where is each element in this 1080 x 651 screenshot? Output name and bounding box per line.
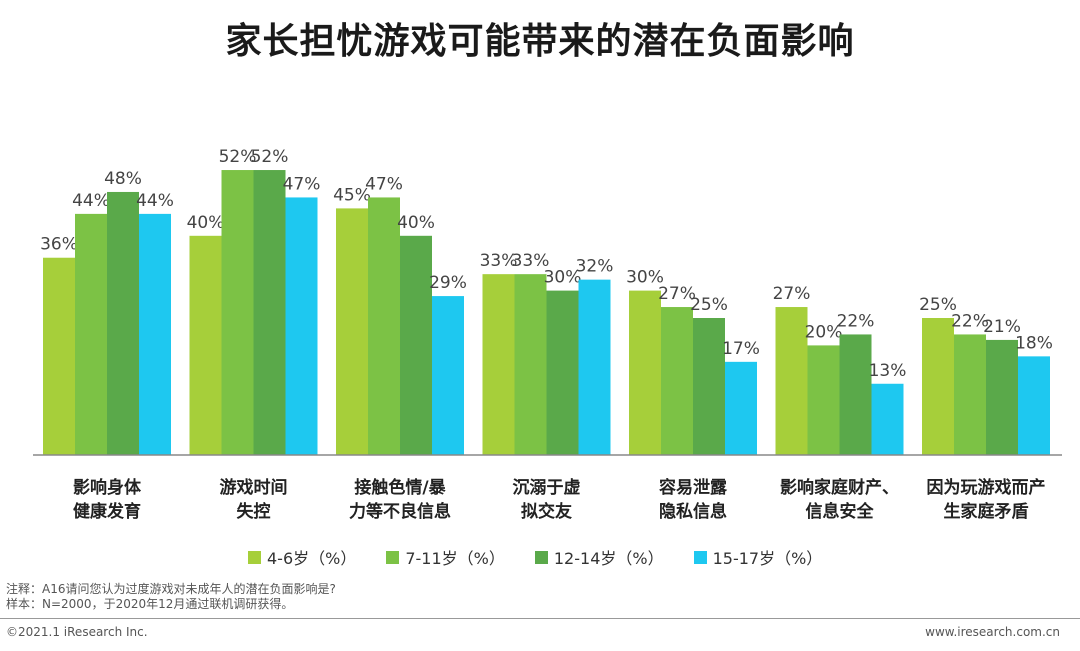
legend-swatch [534, 550, 548, 564]
bar [285, 197, 318, 455]
data-label: 33% [480, 251, 518, 271]
bar [578, 279, 611, 455]
data-label: 52% [219, 147, 257, 167]
bar [871, 383, 904, 455]
data-label: 44% [136, 191, 174, 211]
data-label: 47% [365, 174, 403, 194]
data-label: 27% [773, 284, 811, 304]
data-label: 33% [512, 251, 550, 271]
bar [1018, 356, 1050, 455]
data-label: 52% [251, 147, 289, 167]
data-label: 47% [283, 174, 321, 194]
data-label: 30% [544, 268, 582, 288]
bar [139, 213, 171, 455]
bar [725, 361, 757, 455]
bar [75, 213, 107, 455]
category-label: 接触色情/暴 [354, 477, 446, 498]
legend-item-7-11: 7-11岁（%） [386, 545, 505, 569]
bar [43, 257, 75, 455]
copyright: ©2021.1 iResearch Inc. [6, 625, 148, 639]
category-label: 影响身体 [73, 477, 142, 498]
category-label: 沉溺于虚 [513, 477, 581, 498]
data-label: 25% [690, 295, 728, 315]
data-label: 45% [333, 185, 371, 205]
bar [400, 235, 432, 455]
category-label: 拟交友 [521, 501, 572, 522]
website: www.iresearch.com.cn [925, 625, 1060, 639]
data-label: 22% [837, 311, 875, 331]
data-label: 30% [626, 268, 664, 288]
bar [336, 208, 368, 455]
category-label: 游戏时间 [220, 477, 288, 498]
category-label: 健康发育 [73, 501, 141, 522]
category-label: 信息安全 [806, 501, 875, 522]
bar [954, 334, 986, 455]
category-label: 隐私信息 [659, 501, 727, 522]
data-label: 36% [40, 235, 78, 255]
data-label: 20% [805, 322, 843, 342]
bar [693, 318, 725, 455]
bar [482, 274, 515, 455]
data-label: 17% [722, 339, 760, 359]
category-label: 因为玩游戏而产 [927, 477, 1046, 498]
footer-divider [0, 618, 1080, 619]
legend-item-12-14: 12-14岁（%） [534, 545, 664, 569]
legend-label: 7-11岁（%） [405, 549, 505, 568]
bar [922, 318, 954, 455]
bar [629, 290, 661, 455]
legend-label: 4-6岁（%） [267, 549, 357, 568]
data-label: 18% [1015, 333, 1053, 353]
bar [775, 307, 808, 455]
note-question: 注释：A16请问您认为过度游戏对未成年人的潜在负面影响是? [6, 582, 336, 596]
data-label: 40% [397, 213, 435, 233]
legend: 4-6岁（%） 7-11岁（%） 12-14岁（%） 15-17岁（%） [248, 545, 852, 569]
legend-swatch [386, 550, 400, 564]
bar [839, 334, 872, 455]
data-label: 44% [72, 191, 110, 211]
legend-label: 12-14岁（%） [553, 549, 664, 568]
bar [546, 290, 579, 455]
data-label: 27% [658, 284, 696, 304]
data-label: 22% [951, 311, 989, 331]
legend-item-4-6: 4-6岁（%） [248, 545, 356, 569]
chart-title: 家长担忧游戏可能带来的潜在负面影响 [225, 21, 855, 62]
category-label: 容易泄露 [659, 477, 728, 498]
category-label: 力等不良信息 [349, 501, 451, 522]
bar [368, 197, 400, 455]
category-label: 影响家庭财产、 [780, 477, 899, 498]
bar [221, 170, 254, 456]
legend-swatch [248, 550, 261, 564]
note-sample: 样本：N=2000，于2020年12月通过联机调研获得。 [6, 597, 294, 611]
data-label: 40% [187, 213, 225, 233]
bar [253, 170, 286, 456]
bar [189, 235, 222, 455]
bar [514, 274, 547, 455]
bar [807, 345, 840, 455]
data-label: 21% [983, 317, 1021, 337]
data-label: 48% [104, 169, 142, 189]
legend-label: 15-17岁（%） [712, 549, 823, 568]
bar [432, 296, 464, 455]
data-label: 32% [576, 257, 614, 277]
category-label: 失控 [237, 501, 271, 522]
data-label: 29% [429, 273, 467, 293]
data-label: 13% [869, 361, 907, 381]
bar [107, 191, 139, 455]
legend-swatch [693, 550, 707, 564]
data-label: 25% [919, 295, 957, 315]
bar [986, 339, 1018, 455]
bar [661, 307, 693, 455]
category-label: 生家庭矛盾 [944, 501, 1029, 522]
legend-item-15-17: 15-17岁（%） [693, 545, 823, 569]
notes: 注释：A16请问您认为过度游戏对未成年人的潜在负面影响是? 样本：N=2000，… [6, 582, 336, 612]
